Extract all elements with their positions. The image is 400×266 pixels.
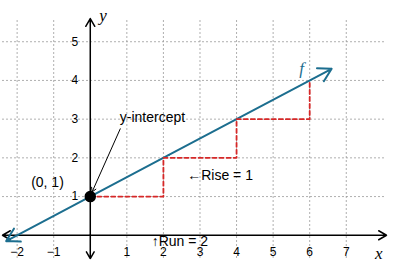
svg-text:2: 2	[160, 244, 167, 259]
svg-text:←Rise = 1: ←Rise = 1	[187, 167, 253, 183]
svg-text:5: 5	[72, 35, 79, 49]
svg-text:1: 1	[72, 189, 79, 203]
svg-text:f: f	[299, 59, 306, 78]
svg-text:y: y	[97, 6, 107, 25]
svg-text:4: 4	[233, 245, 240, 259]
svg-text:3: 3	[196, 244, 204, 259]
svg-text:↑Run = 2: ↑Run = 2	[152, 233, 209, 249]
svg-text:5: 5	[270, 245, 277, 259]
svg-text:3: 3	[72, 112, 79, 126]
svg-text:7: 7	[343, 245, 350, 259]
svg-text:2: 2	[72, 151, 79, 165]
svg-text:−2: −2	[10, 245, 24, 259]
svg-text:y-intercept: y-intercept	[120, 109, 185, 125]
svg-text:1: 1	[123, 245, 130, 259]
svg-text:x: x	[374, 244, 383, 263]
svg-text:6: 6	[306, 245, 313, 259]
svg-text:4: 4	[72, 73, 79, 87]
svg-text:−1: −1	[47, 245, 61, 259]
svg-text:(0, 1): (0, 1)	[31, 174, 64, 190]
